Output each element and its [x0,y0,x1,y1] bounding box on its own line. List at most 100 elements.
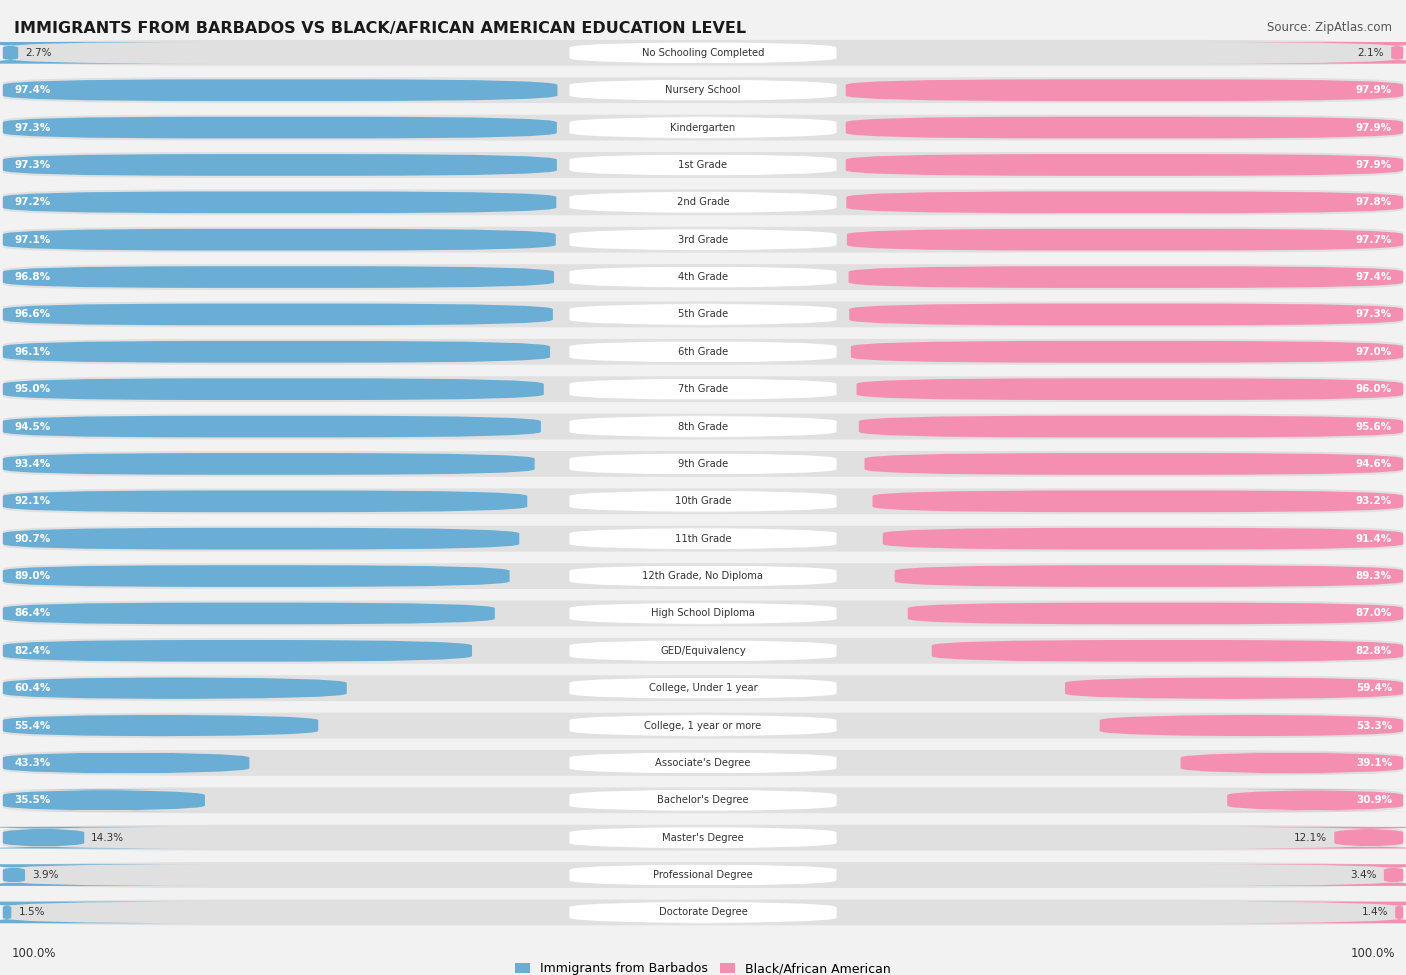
FancyBboxPatch shape [3,376,1403,402]
FancyBboxPatch shape [932,640,1403,662]
FancyBboxPatch shape [3,638,1403,664]
Legend: Immigrants from Barbados, Black/African American: Immigrants from Barbados, Black/African … [510,957,896,975]
FancyBboxPatch shape [1099,715,1403,736]
FancyBboxPatch shape [0,42,214,63]
Text: 97.3%: 97.3% [14,160,51,170]
FancyBboxPatch shape [3,453,534,475]
FancyBboxPatch shape [3,413,1403,440]
FancyBboxPatch shape [3,117,557,138]
Text: 2.7%: 2.7% [25,48,52,58]
FancyBboxPatch shape [846,79,1403,101]
FancyBboxPatch shape [569,790,837,811]
Text: 97.4%: 97.4% [1355,272,1392,282]
Text: Bachelor's Degree: Bachelor's Degree [657,796,749,805]
FancyBboxPatch shape [3,227,1403,253]
FancyBboxPatch shape [3,603,495,624]
Text: Nursery School: Nursery School [665,85,741,96]
FancyBboxPatch shape [569,341,837,363]
FancyBboxPatch shape [3,715,318,736]
FancyBboxPatch shape [569,42,837,63]
Text: 97.9%: 97.9% [1355,160,1392,170]
Text: 97.9%: 97.9% [1355,85,1392,96]
FancyBboxPatch shape [3,490,527,512]
Text: 95.6%: 95.6% [1355,421,1392,432]
Text: 3rd Grade: 3rd Grade [678,235,728,245]
FancyBboxPatch shape [3,526,1403,552]
Text: 2nd Grade: 2nd Grade [676,197,730,208]
Text: College, Under 1 year: College, Under 1 year [648,683,758,693]
Text: 86.4%: 86.4% [14,608,51,618]
Text: 53.3%: 53.3% [1355,721,1392,730]
FancyBboxPatch shape [3,229,555,251]
FancyBboxPatch shape [849,266,1403,288]
Text: 1st Grade: 1st Grade [679,160,727,170]
FancyBboxPatch shape [3,115,1403,140]
FancyBboxPatch shape [1181,752,1403,774]
FancyBboxPatch shape [3,264,1403,290]
FancyBboxPatch shape [569,640,837,662]
FancyBboxPatch shape [569,229,837,251]
FancyBboxPatch shape [3,79,557,101]
FancyBboxPatch shape [3,640,472,662]
Text: 1.5%: 1.5% [18,908,45,917]
Text: 92.1%: 92.1% [14,496,51,506]
Text: 91.4%: 91.4% [1355,533,1392,544]
FancyBboxPatch shape [1192,42,1406,63]
Text: 59.4%: 59.4% [1355,683,1392,693]
Text: No Schooling Completed: No Schooling Completed [641,48,765,58]
FancyBboxPatch shape [846,154,1403,176]
FancyBboxPatch shape [3,77,1403,103]
FancyBboxPatch shape [1192,827,1406,848]
FancyBboxPatch shape [569,154,837,176]
FancyBboxPatch shape [1192,790,1406,811]
Text: 89.3%: 89.3% [1355,571,1392,581]
FancyBboxPatch shape [3,713,1403,738]
FancyBboxPatch shape [3,341,550,363]
FancyBboxPatch shape [569,303,837,326]
Text: 96.6%: 96.6% [14,309,51,320]
Text: 97.8%: 97.8% [1355,197,1392,208]
FancyBboxPatch shape [0,902,214,923]
Text: 100.0%: 100.0% [11,947,56,960]
FancyBboxPatch shape [3,152,1403,177]
Text: Professional Degree: Professional Degree [654,870,752,880]
Text: 87.0%: 87.0% [1355,608,1392,618]
Text: High School Diploma: High School Diploma [651,608,755,618]
Text: Doctorate Degree: Doctorate Degree [658,908,748,917]
FancyBboxPatch shape [3,601,1403,626]
Text: 4th Grade: 4th Grade [678,272,728,282]
Text: 43.3%: 43.3% [14,758,51,768]
FancyBboxPatch shape [3,676,1403,701]
FancyBboxPatch shape [3,303,553,326]
FancyBboxPatch shape [569,566,837,587]
FancyBboxPatch shape [569,117,837,138]
Text: Source: ZipAtlas.com: Source: ZipAtlas.com [1267,21,1392,34]
FancyBboxPatch shape [3,752,249,774]
Text: 7th Grade: 7th Grade [678,384,728,394]
FancyBboxPatch shape [0,790,214,811]
Text: 97.4%: 97.4% [14,85,51,96]
Text: College, 1 year or more: College, 1 year or more [644,721,762,730]
Text: 55.4%: 55.4% [14,721,51,730]
FancyBboxPatch shape [3,301,1403,328]
Text: 11th Grade: 11th Grade [675,533,731,544]
FancyBboxPatch shape [849,303,1403,326]
FancyBboxPatch shape [3,339,1403,365]
Text: 96.0%: 96.0% [1355,384,1392,394]
Text: 12th Grade, No Diploma: 12th Grade, No Diploma [643,571,763,581]
FancyBboxPatch shape [3,488,1403,514]
Text: 96.8%: 96.8% [14,272,51,282]
FancyBboxPatch shape [569,827,837,848]
FancyBboxPatch shape [3,678,347,699]
Text: 1.4%: 1.4% [1361,908,1388,917]
FancyBboxPatch shape [569,266,837,288]
Text: 96.1%: 96.1% [14,347,51,357]
Text: 6th Grade: 6th Grade [678,347,728,357]
Text: 97.3%: 97.3% [14,123,51,133]
Text: Master's Degree: Master's Degree [662,833,744,842]
FancyBboxPatch shape [3,750,1403,776]
FancyBboxPatch shape [851,341,1403,363]
Text: 97.7%: 97.7% [1355,235,1392,245]
Text: GED/Equivalency: GED/Equivalency [661,645,745,656]
FancyBboxPatch shape [0,864,214,886]
